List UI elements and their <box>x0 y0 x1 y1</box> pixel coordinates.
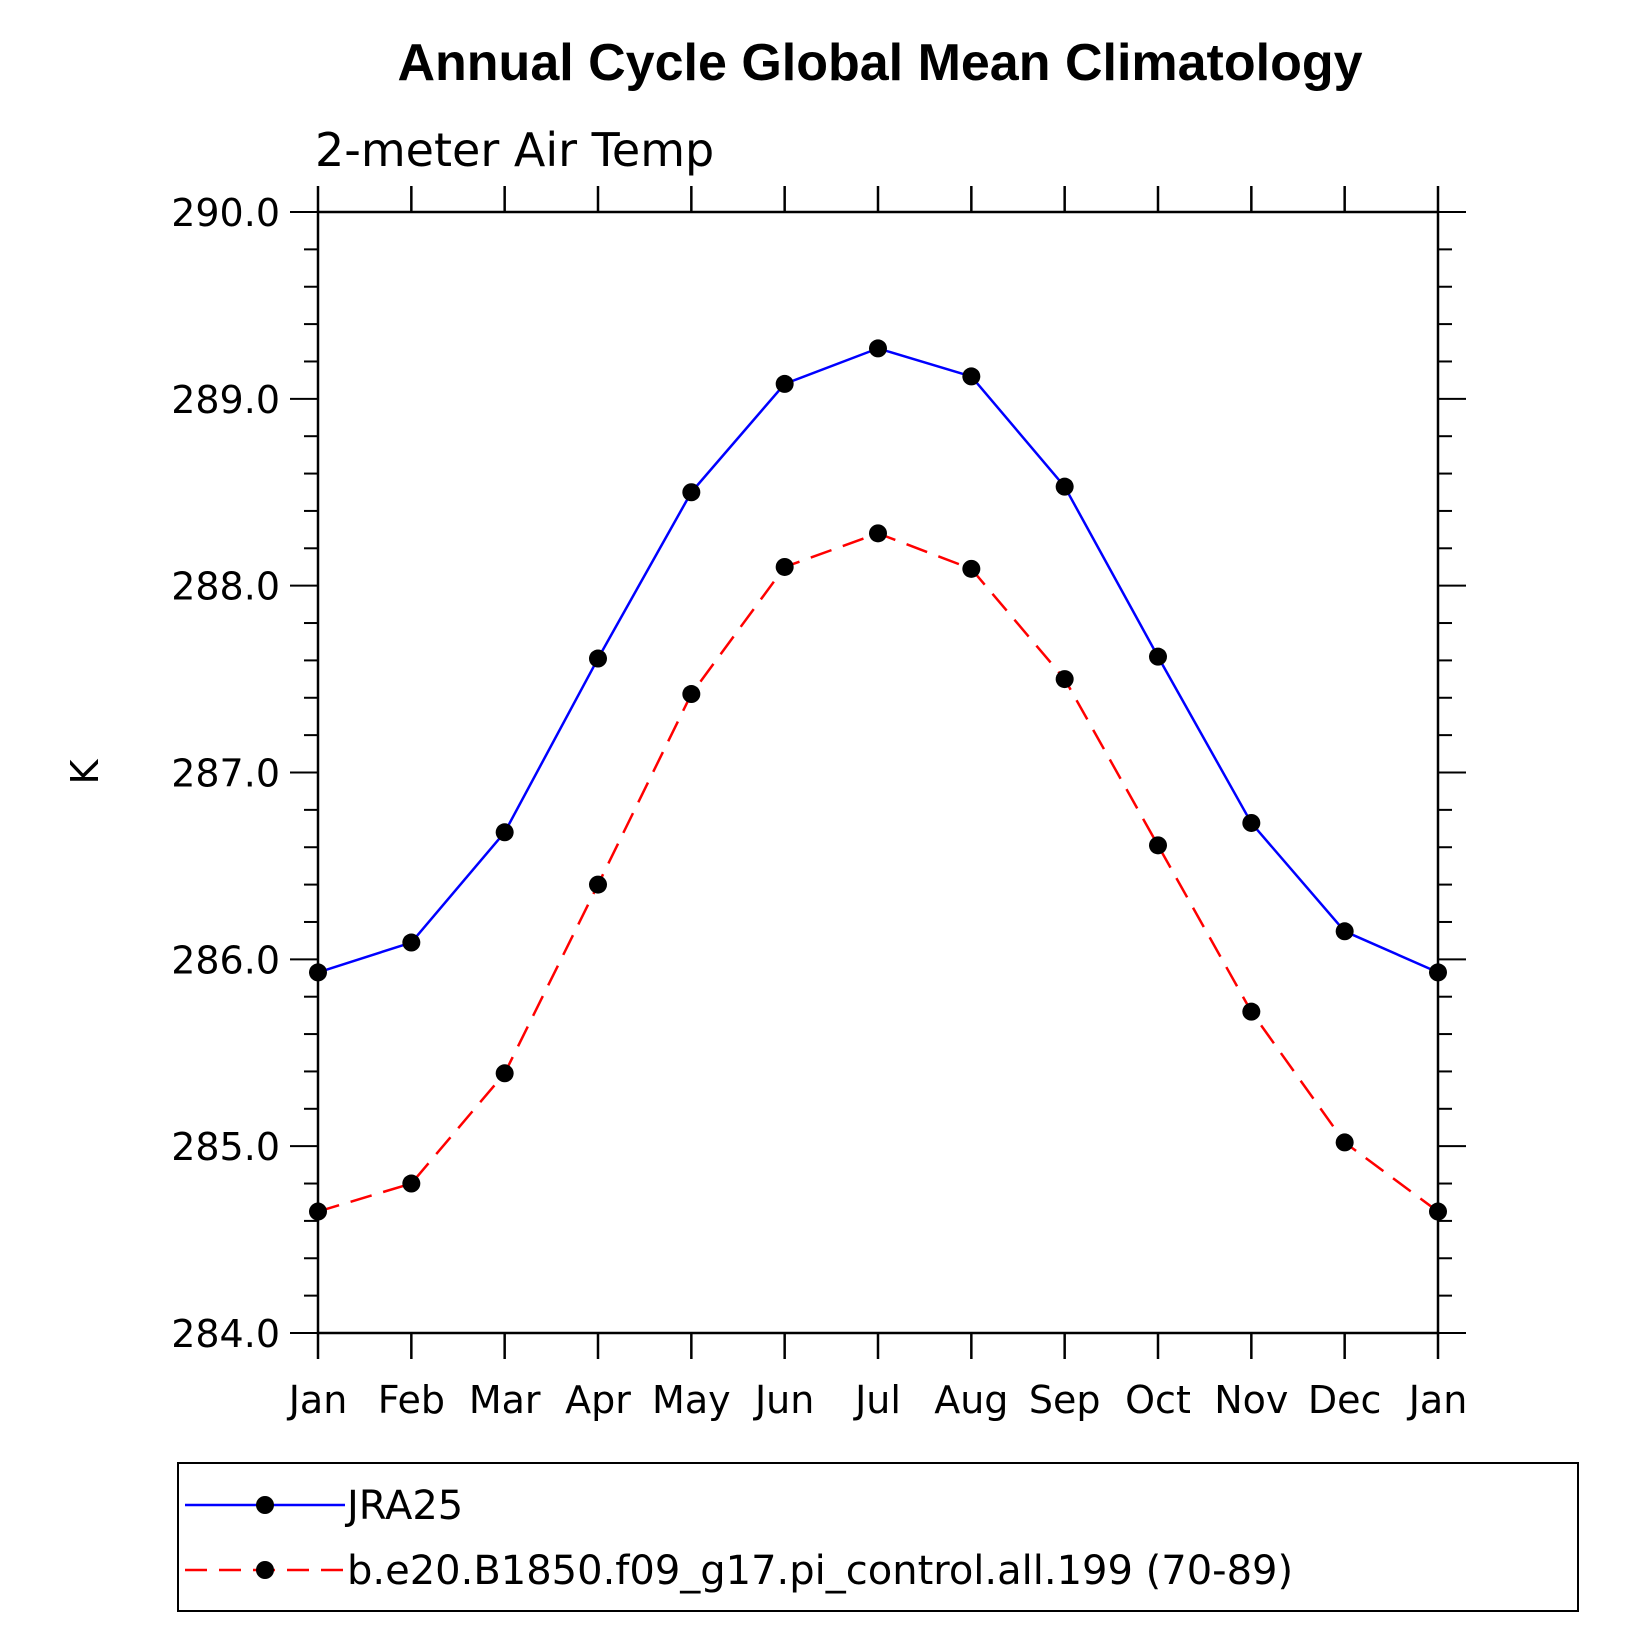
chart-subtitle: 2-meter Air Temp <box>315 123 714 177</box>
data-point-series-1 <box>682 685 701 704</box>
x-tick-label: Oct <box>1125 1378 1191 1422</box>
x-tick-label: Sep <box>1029 1378 1101 1422</box>
x-tick-label: Mar <box>469 1378 541 1422</box>
legend-box <box>177 1462 1579 1612</box>
chart-title: Annual Cycle Global Mean Climatology <box>397 34 1362 92</box>
series-lines <box>317 347 1439 1213</box>
x-tick-label: Feb <box>378 1378 445 1422</box>
data-point-series-0 <box>1335 922 1354 941</box>
data-point-series-1 <box>1055 670 1074 689</box>
legend-label-jra25: JRA25 <box>344 1483 463 1529</box>
data-point-series-0 <box>1149 647 1167 666</box>
legend: JRA25 b.e20.B1850.f09_g17.pi_control.all… <box>177 1462 1579 1612</box>
plot-area-border <box>316 210 1440 1335</box>
y-tick-label: 285.0 <box>171 1125 280 1169</box>
data-point-series-1 <box>1335 1133 1354 1152</box>
data-point-series-1 <box>1242 1002 1261 1021</box>
y-axis-label: K <box>63 758 107 784</box>
data-point-series-0 <box>1242 813 1261 832</box>
y-tick-label: 290.0 <box>171 191 280 235</box>
y-tick-labels: 284.0 285.0 286.0 287.0 288.0 289.0 290.0 <box>171 191 280 1356</box>
data-point-series-1 <box>962 559 981 578</box>
x-tick-labels: Jan Feb Mar Apr May Jun Jul Aug Sep Oct Nov Dec Jan <box>287 1378 1468 1422</box>
y-tick-label: 288.0 <box>171 565 280 609</box>
data-point-series-0 <box>775 374 794 393</box>
data-point-series-1 <box>775 557 794 576</box>
x-tick-label: Dec <box>1308 1378 1382 1422</box>
data-point-series-0 <box>869 339 887 358</box>
y-tick-label: 284.0 <box>171 1312 280 1356</box>
data-point-series-0 <box>1429 963 1447 982</box>
x-tick-label: Jun <box>753 1378 814 1422</box>
x-tick-label: Jan <box>287 1378 348 1422</box>
data-point-series-0 <box>1055 477 1074 496</box>
data-point-series-1 <box>495 1064 514 1083</box>
series-line-1 <box>317 532 1439 1213</box>
data-point-series-0 <box>495 823 514 842</box>
x-tick-label: Apr <box>565 1378 631 1422</box>
x-tick-label: Jul <box>853 1378 901 1422</box>
data-point-series-1 <box>869 524 887 543</box>
data-point-series-1 <box>589 875 607 894</box>
legend-marker-model <box>256 1561 274 1579</box>
x-tick-label: Jan <box>1407 1378 1468 1422</box>
plot-frame <box>316 210 1440 1335</box>
y-tick-label: 287.0 <box>171 752 280 796</box>
x-tick-label: May <box>652 1378 731 1422</box>
data-point-series-0 <box>309 963 327 982</box>
x-tick-label: Aug <box>934 1378 1008 1422</box>
data-point-series-0 <box>962 367 981 386</box>
data-point-series-1 <box>402 1174 421 1193</box>
y-tick-label: 286.0 <box>171 938 280 982</box>
data-point-series-1 <box>309 1202 327 1221</box>
x-tick-label: Nov <box>1214 1378 1288 1422</box>
data-point-series-0 <box>402 933 421 952</box>
data-point-series-0 <box>682 483 701 502</box>
legend-label-model: b.e20.B1850.f09_g17.pi_control.all.199 (… <box>347 1548 1293 1594</box>
legend-marker-jra25 <box>256 1496 274 1514</box>
series-line-0 <box>317 347 1439 974</box>
series-points <box>309 339 1447 1221</box>
data-point-series-1 <box>1429 1202 1447 1221</box>
y-tick-label: 289.0 <box>171 378 280 422</box>
data-point-series-0 <box>589 649 607 668</box>
data-point-series-1 <box>1149 836 1167 855</box>
axis-ticks <box>290 186 1466 1359</box>
